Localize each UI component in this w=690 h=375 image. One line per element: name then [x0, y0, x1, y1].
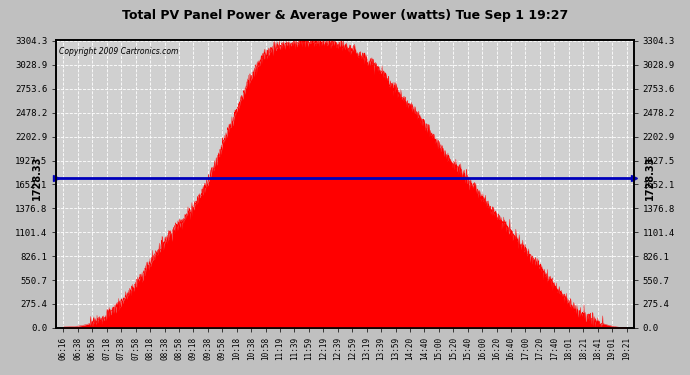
- Text: 1728.33: 1728.33: [32, 156, 42, 200]
- Text: 1728.33: 1728.33: [645, 156, 656, 200]
- Text: Total PV Panel Power & Average Power (watts) Tue Sep 1 19:27: Total PV Panel Power & Average Power (wa…: [122, 9, 568, 22]
- Text: Copyright 2009 Cartronics.com: Copyright 2009 Cartronics.com: [59, 47, 179, 56]
